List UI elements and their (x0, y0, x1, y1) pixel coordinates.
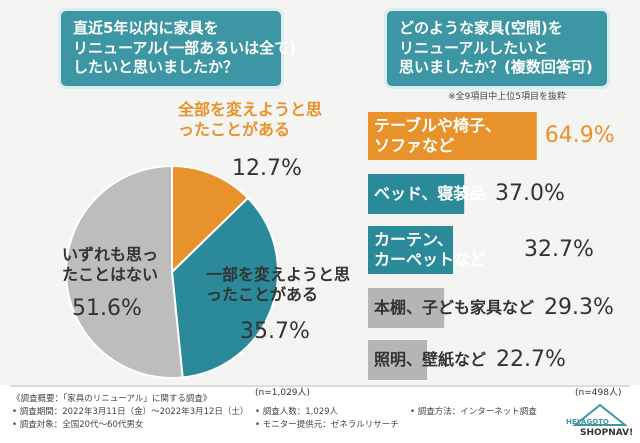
chart-title: したいと思いましたか？ (73, 58, 239, 76)
pie-value-label: 51.6% (72, 296, 142, 321)
bar-label: カーテン、カーペットなど (374, 230, 487, 269)
title-bubble: 直近5年以内に家具を リニューアル(一部あるいは全て) したいと思いましたか？ (58, 8, 296, 89)
footer-heading: 《調査概要：「家具のリニューアル」に関する調査》 (12, 394, 212, 404)
chart-title: どのような家具(空間)を (399, 19, 563, 37)
bar (368, 340, 428, 380)
chart-title: 直近5年以内に家具を (73, 19, 219, 37)
bar (368, 174, 465, 214)
bar-label: 本棚、子ども家具など (374, 298, 535, 317)
pie-value-label: 35.7% (240, 319, 310, 344)
logo-text: SHOPNAV! (580, 428, 634, 438)
pie-slice (65, 164, 184, 379)
logo-house (572, 403, 628, 426)
footer-band (0, 385, 640, 443)
chart-title: リニューアルしたいと (399, 38, 549, 57)
pie-label: いずれも思ったことはない (62, 245, 159, 284)
chart-title: 思いましたか？(複数回答可) (399, 58, 593, 76)
pie-label: 一部を変えようと思ったことがある (206, 265, 351, 304)
pie-slice (171, 164, 250, 275)
subtitle: ※全9項目中上位5項目を抜粋 (448, 92, 566, 102)
bar-label: 照明、壁紙など (374, 350, 487, 369)
bar (368, 288, 445, 328)
footer-item: • 調査方法：インターネット調査 (410, 407, 537, 417)
footer-item: • モニター提供元：ゼネラルリサーチ (255, 420, 399, 430)
bar-label: ベッド、寝装品 (374, 184, 486, 203)
title-bubble: どのような家具(空間)を リニューアルしたいと 思いましたか？(複数回答可) (384, 8, 610, 89)
footer-item: • 調査期間：2022年3月11日（金）～2022年3月12日（土） (12, 407, 249, 417)
bar-value-label: 37.0% (495, 181, 565, 206)
sample-note: (n=498人) (575, 388, 622, 398)
footer-item: • 調査対象：全国20代～60代男女 (12, 420, 144, 430)
logo-text: HEYAGOTO (566, 418, 609, 426)
chart-title: リニューアル(一部あるいは全て) (73, 38, 296, 57)
bar-value-label: 32.7% (524, 237, 594, 262)
pie-slice (170, 196, 279, 379)
bar (368, 112, 537, 160)
bar-label: テーブルや椅子、ソファなど (374, 116, 502, 155)
bar-value-label: 29.3% (544, 295, 614, 320)
pie-value-label: 12.7% (232, 156, 302, 181)
bar-value-label: 64.9% (544, 123, 615, 148)
bar-value-label: 22.7% (496, 347, 566, 372)
bar (368, 226, 454, 274)
pie-label: 全部を変えようと思ったことがある (178, 100, 323, 139)
sample-note: (n=1,029人) (255, 388, 311, 398)
footer-item: • 調査人数：1,029人 (255, 407, 339, 417)
